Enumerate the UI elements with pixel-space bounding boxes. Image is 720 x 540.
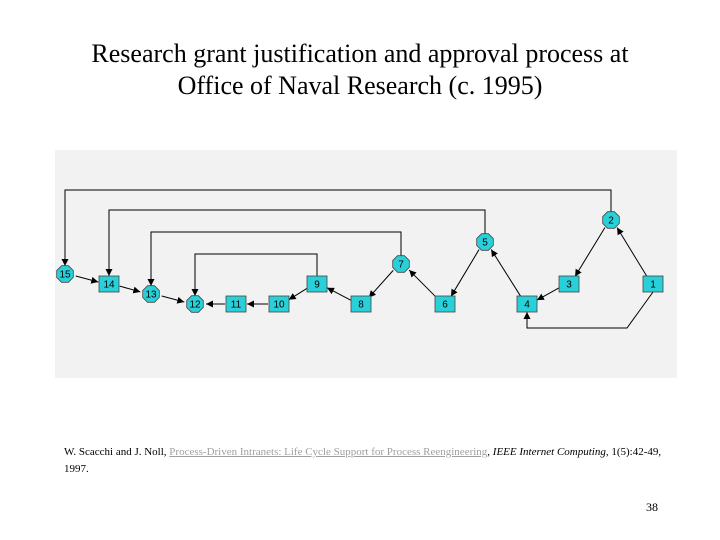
- node-7: 7: [392, 255, 410, 273]
- node-2-label: 2: [608, 216, 614, 227]
- process-flow-diagram: 15 14 13 12 11 10 9 8 7 6 5 4 3 2 1: [55, 150, 677, 378]
- node-6: 6: [434, 295, 456, 313]
- node-15-shape: [56, 265, 74, 283]
- node-4-label: 4: [524, 300, 530, 311]
- node-10-label: 10: [273, 300, 285, 311]
- edge-n13-n12: [161, 295, 185, 304]
- edge-n6-n7: [408, 269, 438, 299]
- edge-n9-n10: [288, 287, 308, 301]
- node-11-shape: [225, 295, 247, 313]
- edge-n1-n2: [616, 227, 648, 277]
- node-9-label: 9: [314, 280, 320, 291]
- node-9: 9: [306, 275, 328, 293]
- node-5: 5: [476, 233, 494, 251]
- edge-n15-n14: [75, 275, 99, 284]
- node-13-label: 13: [145, 290, 157, 301]
- node-4: 4: [516, 295, 538, 313]
- node-3-label: 3: [566, 280, 572, 291]
- node-11: 11: [225, 295, 247, 313]
- edge-n2-n15-loop: [61, 189, 612, 266]
- node-6-label: 6: [442, 300, 448, 311]
- citation: W. Scacchi and J. Noll, Process-Driven I…: [64, 444, 664, 478]
- process-flow-svg: 15 14 13 12 11 10 9 8 7 6 5 4 3 2 1: [56, 189, 664, 329]
- node-3: 3: [558, 275, 580, 293]
- citation-separator: ,: [487, 446, 491, 458]
- node-10-shape: [268, 295, 290, 313]
- node-13-shape: [142, 285, 160, 303]
- flow-edges: [61, 189, 654, 329]
- node-14: 14: [98, 275, 120, 293]
- node-14-label: 14: [103, 280, 115, 291]
- node-8-label: 8: [358, 300, 364, 311]
- edge-n7-n13-loop: [147, 231, 402, 286]
- edge-n14-n13: [119, 285, 141, 294]
- node-3-shape: [558, 275, 580, 293]
- node-12: 12: [186, 295, 204, 313]
- slide-title-line-2: Office of Naval Research (c. 1995): [177, 71, 543, 100]
- flow-nodes: 15 14 13 12 11 10 9 8 7 6 5 4 3 2 1: [56, 211, 664, 313]
- node-7-shape: [392, 255, 410, 273]
- edge-n8-n9: [326, 287, 352, 301]
- node-15: 15: [56, 265, 74, 283]
- node-7-label: 7: [398, 260, 404, 271]
- node-9-shape: [306, 275, 328, 293]
- slide-title: Research grant justification and approva…: [0, 38, 720, 102]
- node-6-shape: [434, 295, 456, 313]
- node-13: 13: [142, 285, 160, 303]
- node-12-label: 12: [189, 300, 201, 311]
- node-8-shape: [350, 295, 372, 313]
- edge-n9-n12-loop: [191, 253, 318, 296]
- node-1-shape: [642, 275, 664, 293]
- node-1: 1: [642, 275, 664, 293]
- edge-n4-n5: [490, 249, 522, 297]
- node-5-shape: [476, 233, 494, 251]
- edge-n5-n14-loop: [105, 209, 486, 276]
- edge-n7-n8: [368, 270, 394, 298]
- citation-details: , 1(5):42-49, 1997.: [64, 446, 662, 475]
- slide-title-line-1: Research grant justification and approva…: [91, 39, 629, 68]
- node-1-label: 1: [650, 280, 656, 291]
- node-2: 2: [602, 211, 620, 229]
- node-15-label: 15: [59, 270, 71, 281]
- node-4-shape: [516, 295, 538, 313]
- node-12-shape: [186, 295, 204, 313]
- edge-n5-n6: [450, 249, 480, 297]
- edge-n1-n4-loop: [523, 291, 654, 329]
- node-14-shape: [98, 275, 120, 293]
- page-number: 38: [646, 500, 658, 514]
- node-8: 8: [350, 295, 372, 313]
- citation-link[interactable]: Process-Driven Intranets: Life Cycle Sup…: [169, 446, 488, 458]
- edge-n3-n4: [536, 287, 560, 301]
- node-2-shape: [602, 211, 620, 229]
- citation-authors: W. Scacchi and J. Noll,: [64, 446, 167, 458]
- node-5-label: 5: [482, 238, 488, 249]
- edge-n2-n3: [574, 227, 606, 277]
- citation-journal: IEEE Internet Computing: [492, 446, 606, 458]
- node-11-label: 11: [231, 300, 242, 311]
- node-10: 10: [268, 295, 290, 313]
